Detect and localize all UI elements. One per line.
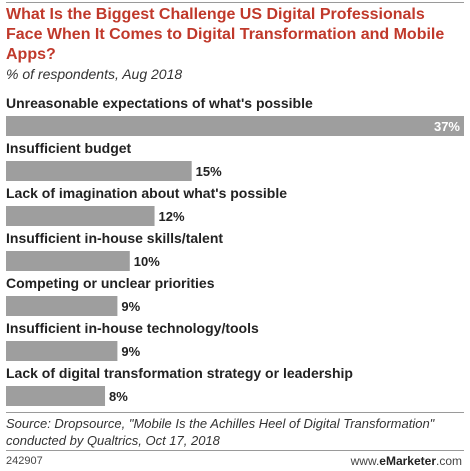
category-label: Insufficient in-house skills/talent xyxy=(6,230,223,246)
value-label: 9% xyxy=(121,299,140,314)
brand-name: eMarketer xyxy=(379,454,436,468)
source-rule xyxy=(6,412,464,413)
value-label: 9% xyxy=(121,344,140,359)
value-label: 10% xyxy=(134,254,160,269)
brand-logo: www.eMarketer.com xyxy=(351,454,462,468)
value-label: 8% xyxy=(109,389,128,404)
category-label: Competing or unclear priorities xyxy=(6,275,215,291)
bar-chart: Unreasonable expectations of what's poss… xyxy=(6,95,464,406)
bar xyxy=(6,341,118,361)
value-label: 15% xyxy=(196,164,222,179)
category-label: Insufficient in-house technology/tools xyxy=(6,320,259,336)
bar xyxy=(6,206,155,226)
category-label: Unreasonable expectations of what's poss… xyxy=(6,95,313,111)
brand-suffix: .com xyxy=(435,454,462,468)
bar xyxy=(6,251,130,271)
bar xyxy=(6,296,118,316)
bar xyxy=(6,116,464,136)
bar xyxy=(6,161,192,181)
chart-subtitle: % of respondents, Aug 2018 xyxy=(6,66,183,82)
chart-id: 242907 xyxy=(6,455,43,467)
value-label: 37% xyxy=(434,119,460,134)
category-label: Insufficient budget xyxy=(6,140,132,156)
value-label: 12% xyxy=(159,209,185,224)
top-rule xyxy=(6,2,464,3)
category-label: Lack of digital transformation strategy … xyxy=(6,365,353,381)
category-label: Lack of imagination about what's possibl… xyxy=(6,185,287,201)
chart-title: What Is the Biggest Challenge US Digital… xyxy=(6,6,445,63)
brand-prefix: www. xyxy=(350,454,380,468)
source-line-2: conducted by Qualtrics, Oct 17, 2018 xyxy=(6,433,220,448)
source-line-1: Source: Dropsource, "Mobile Is the Achil… xyxy=(6,416,435,431)
bar xyxy=(6,386,106,406)
source-note: Source: Dropsource, "Mobile Is the Achil… xyxy=(6,415,434,449)
footer-rule xyxy=(6,450,464,451)
